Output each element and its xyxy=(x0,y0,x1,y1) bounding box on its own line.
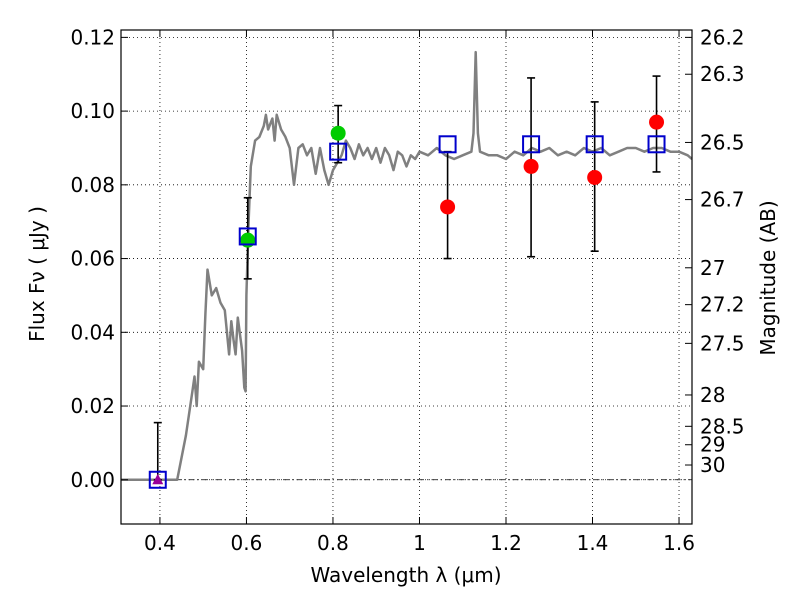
right-tick-label: 26.3 xyxy=(700,62,745,86)
x-tick-label: 1.6 xyxy=(663,531,695,555)
upper-limit-triangle xyxy=(152,473,164,485)
model-photometry-square xyxy=(329,142,348,161)
x-axis-ticks: 0.4 0.6 0.8 1 1.2 1.4 1.6 xyxy=(144,30,695,555)
y-tick-label: 0.08 xyxy=(70,173,115,197)
red-data-point xyxy=(440,199,456,215)
plot-frame xyxy=(120,29,693,525)
right-tick-label: 29 xyxy=(700,433,725,457)
model-photometry-square xyxy=(647,135,666,154)
y-tick-label: 0.10 xyxy=(70,99,115,123)
x-tick-label: 0.8 xyxy=(317,531,349,555)
red-data-point xyxy=(649,114,665,130)
model-photometry-square xyxy=(148,470,167,489)
x-tick-label: 1.4 xyxy=(577,531,609,555)
x-tick-label: 1 xyxy=(413,531,426,555)
red-data-point xyxy=(523,158,539,174)
y-tick-label: 0.06 xyxy=(70,247,115,271)
model-photometry-square xyxy=(238,227,257,246)
right-tick-label: 28.5 xyxy=(700,414,745,438)
green-data-point xyxy=(330,125,346,141)
right-tick-label: 26.2 xyxy=(700,25,745,49)
y-tick-label: 0.02 xyxy=(70,394,115,418)
right-tick-label: 26.7 xyxy=(700,188,745,212)
y-tick-label: 0.00 xyxy=(70,468,115,492)
x-tick-label: 1.2 xyxy=(490,531,522,555)
right-tick-label: 30 xyxy=(700,453,725,477)
data-markers xyxy=(148,114,666,489)
right-tick-label: 27.5 xyxy=(700,331,745,355)
x-tick-label: 0.4 xyxy=(144,531,176,555)
red-data-point xyxy=(587,169,603,185)
right-tick-label: 28 xyxy=(700,383,725,407)
y-axis-title: Flux Fν ( μJy ) xyxy=(25,206,49,342)
y-tick-label: 0.12 xyxy=(70,25,115,49)
right-tick-label: 27 xyxy=(700,256,725,280)
y-axis-ticks: 0.00 0.02 0.04 0.06 0.08 0.10 0.12 xyxy=(70,25,128,492)
model-sed-line xyxy=(121,50,692,482)
model-photometry-square xyxy=(585,135,604,154)
right-tick-label: 27.2 xyxy=(700,293,745,317)
x-axis-title: Wavelength λ (μm) xyxy=(310,563,501,587)
model-photometry-square xyxy=(522,135,541,154)
model-photometry-square xyxy=(438,135,457,154)
model-sed-layer xyxy=(121,50,692,482)
right-axis-title: Magnitude (AB) xyxy=(756,200,780,355)
y-tick-label: 0.04 xyxy=(70,320,115,344)
x-tick-label: 0.6 xyxy=(231,531,263,555)
right-tick-label: 26.5 xyxy=(700,130,745,154)
